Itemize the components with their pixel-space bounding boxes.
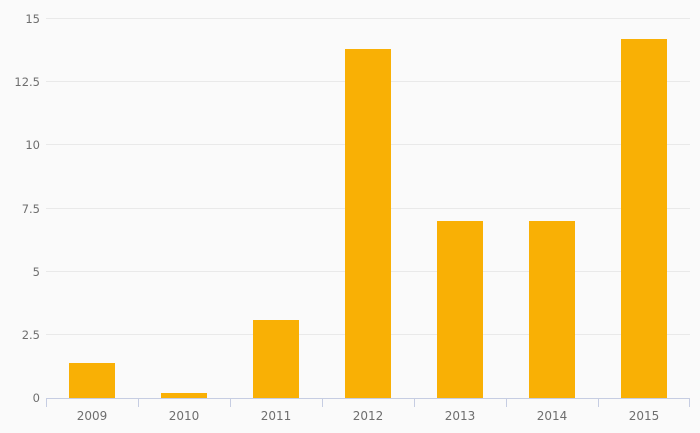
bar-2015 (621, 39, 667, 398)
y-tick-label: 0 (32, 391, 40, 405)
x-axis-tick (46, 398, 47, 407)
x-tick-label: 2010 (168, 409, 200, 423)
y-tick-label: 7.5 (21, 201, 40, 216)
x-tick-label: 2014 (536, 409, 568, 423)
bar-2013 (437, 221, 483, 398)
bar-2009 (69, 362, 115, 398)
x-axis-tick (322, 398, 323, 407)
x-axis-tick (598, 398, 599, 407)
x-tick-label: 2015 (628, 409, 660, 423)
x-tick-label: 2012 (352, 409, 384, 423)
x-tick-label: 2009 (76, 409, 108, 423)
bar-2010 (161, 392, 207, 398)
y-tick-label: 15 (25, 12, 40, 26)
gridline (46, 18, 690, 19)
y-tick-label: 5 (32, 264, 40, 279)
x-axis-tick (689, 398, 690, 407)
y-tick-label: 10 (25, 138, 40, 153)
bar-2014 (529, 221, 575, 398)
bar-2012 (344, 49, 391, 398)
x-axis-tick (229, 398, 231, 407)
x-tick-label: 2013 (444, 409, 476, 423)
y-tick-label: 2.5 (21, 327, 40, 342)
x-axis-line (46, 397, 690, 399)
bar-2011 (253, 319, 299, 398)
x-axis-tick (506, 398, 507, 407)
x-tick-label: 2011 (260, 409, 292, 423)
y-tick-label: 12.5 (14, 75, 40, 90)
plot-area: 2009 2010 2011 2012 2013 2014 2015 (46, 18, 690, 423)
x-axis-tick (137, 398, 139, 407)
x-axis-tick (413, 398, 415, 407)
